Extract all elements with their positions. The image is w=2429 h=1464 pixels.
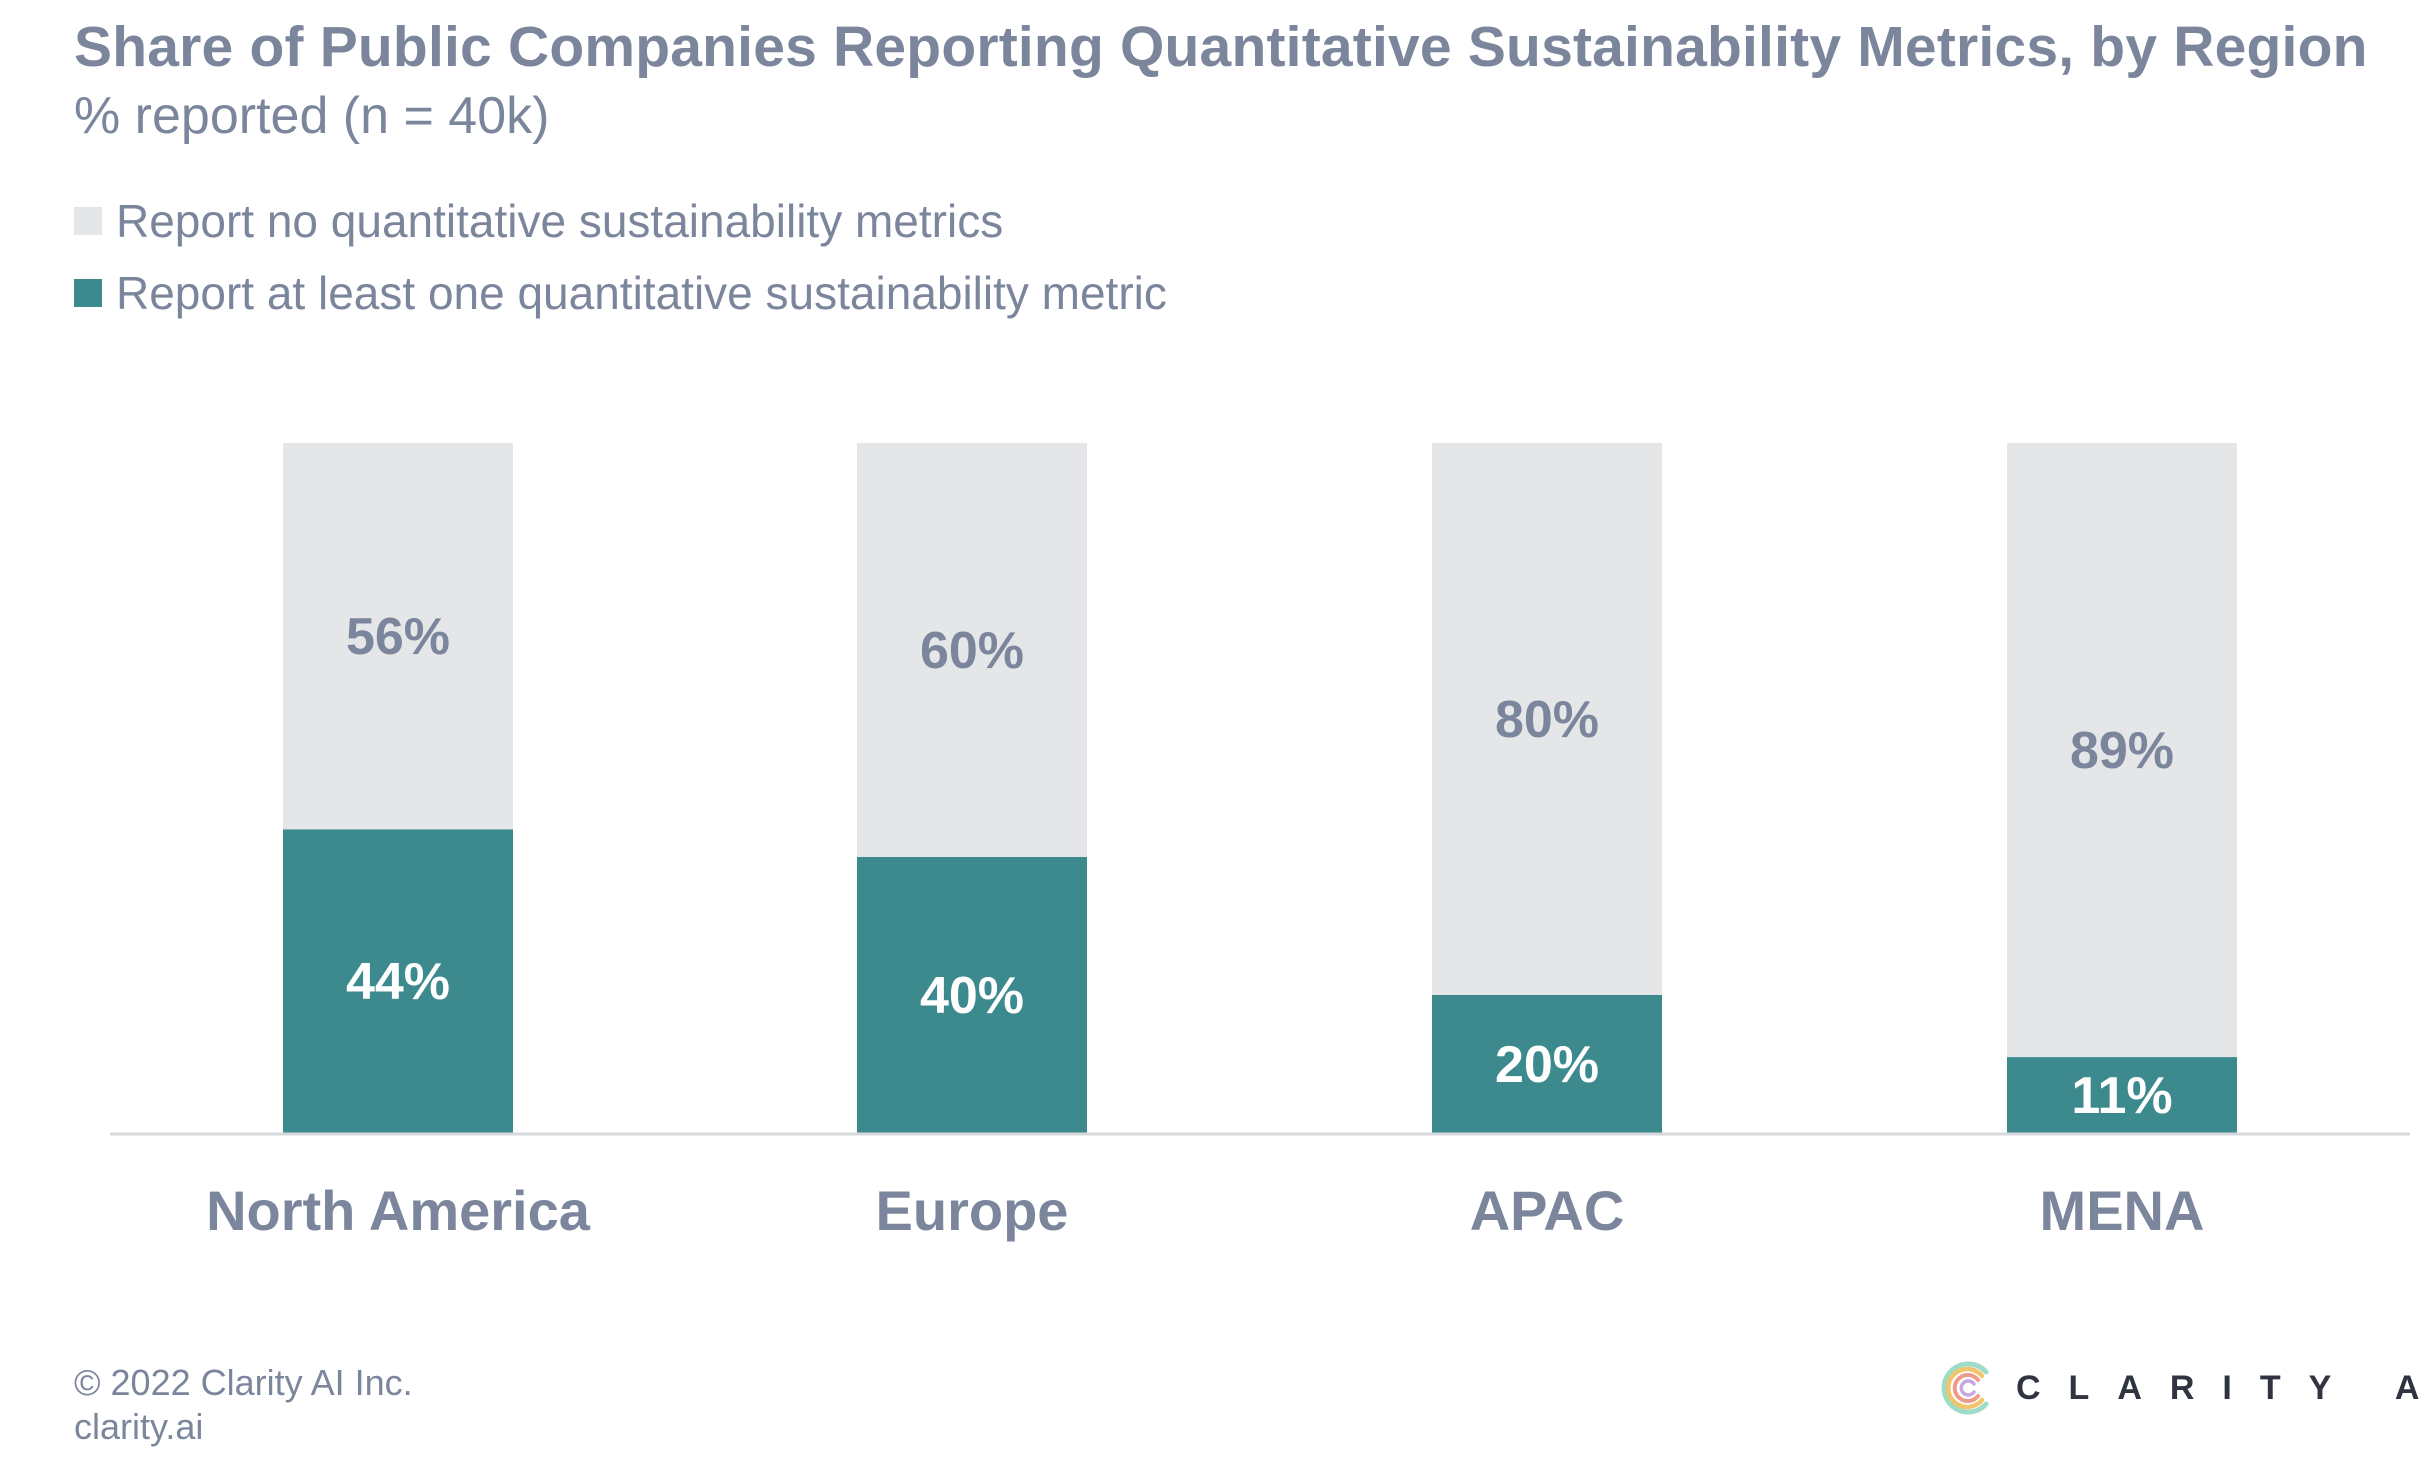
legend-label-at-least-one: Report at least one quantitative sustain… (116, 267, 1167, 319)
legend-label-no-metrics: Report no quantitative sustainability me… (116, 195, 1004, 247)
value-label-at-least-one-north-america: 44% (346, 953, 450, 1011)
bar-at-least-one-mena (2007, 1057, 2237, 1133)
category-label-europe: Europe (876, 1179, 1069, 1242)
value-label-no-metrics-north-america: 56% (346, 608, 450, 666)
chart-title: Share of Public Companies Reporting Quan… (74, 15, 2368, 79)
bar-at-least-one-north-america (283, 829, 513, 1133)
clarity-logo: CLARITY AI (1938, 1352, 2429, 1424)
value-label-at-least-one-apac: 20% (1495, 1036, 1599, 1094)
bar-no-metrics-apac (1432, 443, 1662, 995)
category-label-north-america: North America (206, 1179, 591, 1242)
bar-at-least-one-apac (1432, 995, 1662, 1133)
legend-item-at-least-one: Report at least one quantitative sustain… (74, 266, 1167, 320)
value-label-no-metrics-apac: 80% (1495, 691, 1599, 749)
value-label-no-metrics-mena: 89% (2070, 722, 2174, 780)
category-label-apac: APAC (1470, 1179, 1625, 1242)
bar-no-metrics-mena (2007, 443, 2237, 1058)
copyright-text: © 2022 Clarity AI Inc. (74, 1362, 413, 1403)
clarity-c-icon (1941, 1361, 1989, 1415)
value-label-no-metrics-europe: 60% (920, 622, 1024, 680)
value-label-at-least-one-mena: 11% (2071, 1067, 2172, 1125)
bar-no-metrics-north-america (283, 443, 513, 830)
category-label-mena: MENA (2040, 1179, 2205, 1242)
bar-at-least-one-europe (857, 857, 1087, 1133)
legend-item-no-metrics: Report no quantitative sustainability me… (74, 194, 1003, 248)
legend-swatch-no-metrics (74, 207, 102, 235)
logo-text: CLARITY AI (2016, 1368, 2429, 1407)
legend-swatch-at-least-one (74, 279, 102, 307)
website-text: clarity.ai (74, 1406, 204, 1447)
bar-no-metrics-europe (857, 443, 1087, 857)
chart-subtitle: % reported (n = 40k) (74, 87, 550, 145)
value-label-at-least-one-europe: 40% (920, 967, 1024, 1025)
